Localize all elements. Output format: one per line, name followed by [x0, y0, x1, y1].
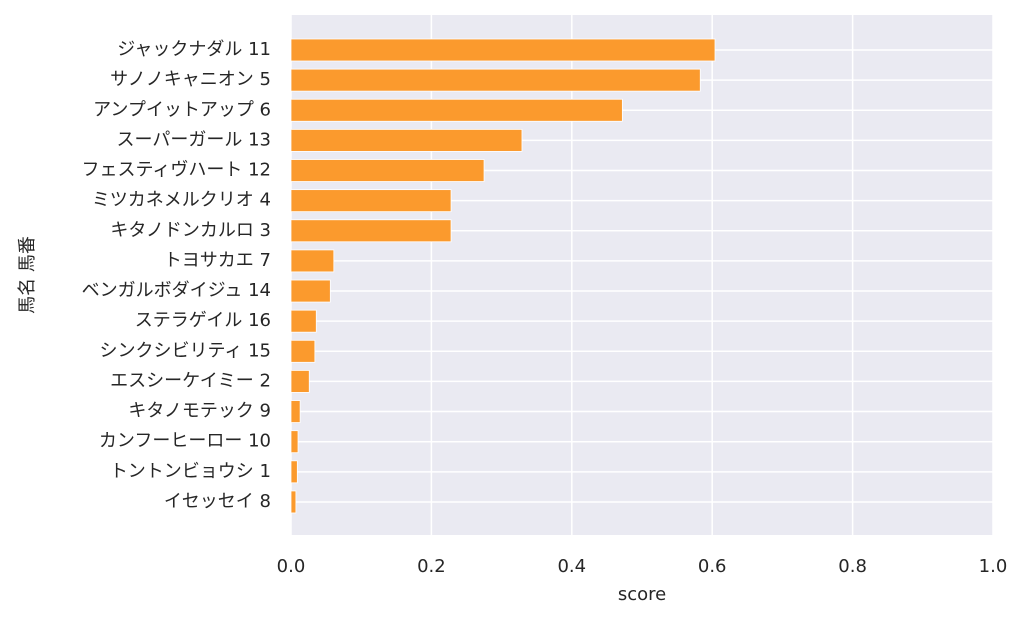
bar [290, 249, 335, 273]
bar [290, 38, 716, 62]
y-tick-label: カンフーヒーロー 10 [99, 431, 271, 452]
y-tick-label: ミツカネメルクリオ 4 [92, 190, 271, 211]
y-axis-label: 馬名 馬番 [17, 236, 38, 314]
x-axis-label: score [618, 584, 666, 605]
bar [290, 219, 452, 243]
x-tick-label: 0.8 [838, 556, 867, 577]
bar [290, 279, 331, 303]
y-tick-label: アンプイットアップ 6 [93, 99, 271, 120]
x-tick-label: 1.0 [979, 556, 1008, 577]
y-tick-label: シンクシビリティ 15 [99, 340, 271, 361]
y-tick-label: フェスティヴハート 12 [81, 160, 271, 181]
y-tick-label: イセッセイ 8 [164, 491, 271, 512]
x-tick-label: 0.2 [417, 556, 446, 577]
y-tick-label: エスシーケイミー 2 [110, 370, 271, 391]
y-tick-label: トヨサカエ 7 [164, 250, 271, 271]
y-tick-label: ベンガルボダイジュ 14 [82, 280, 271, 301]
bar [290, 159, 485, 182]
bar [290, 98, 623, 122]
bar [290, 339, 316, 363]
bar [290, 309, 317, 333]
y-tick-label: トントンビョウシ 1 [110, 461, 271, 482]
x-tick-label: 0.0 [277, 556, 306, 577]
y-tick-label: キタノドンカルロ 3 [110, 220, 271, 241]
y-tick-label: ジャックナダル 11 [117, 39, 271, 60]
bar [290, 460, 298, 484]
x-tick-label: 0.6 [698, 556, 727, 577]
bar [290, 400, 301, 423]
bar [290, 189, 452, 213]
y-tick-label: ステラゲイル 16 [135, 310, 271, 331]
x-tick-label: 0.4 [557, 556, 586, 577]
y-tick-label: キタノモテック 9 [128, 401, 271, 422]
bar [290, 370, 310, 393]
bar [290, 490, 297, 514]
plot-area [291, 15, 993, 535]
y-tick-label: サノノキャニオン 5 [110, 69, 271, 90]
bar [290, 68, 701, 92]
bar [290, 128, 523, 152]
y-tick-label: スーパーガール 13 [117, 129, 271, 150]
bar [290, 430, 299, 454]
